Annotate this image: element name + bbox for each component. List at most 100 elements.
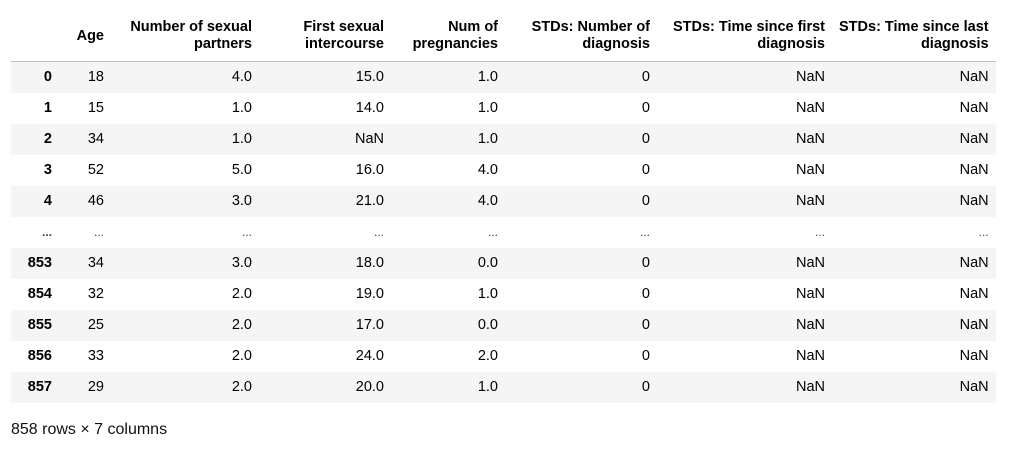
column-header-std_first: STDs: Time since first diagnosis [657, 11, 832, 62]
column-header-text: STDs: Number of [531, 19, 650, 35]
row-index: 857 [27, 379, 52, 395]
cell-partners: 2.0 [231, 379, 252, 395]
cell-pregnancies: ... [487, 225, 498, 239]
cell-partners: 2.0 [231, 286, 252, 302]
cell-first_intercourse: NaN [354, 131, 384, 147]
cell-age: 32 [87, 286, 104, 302]
cell-std_last: ... [978, 225, 989, 239]
row-index: 1 [43, 100, 52, 116]
cell-age: ... [93, 225, 104, 239]
cell-std_first: NaN [795, 69, 825, 86]
cell-std_diag: 0 [641, 379, 650, 395]
header-row: Age Number of sexual partners First sexual i… [11, 11, 996, 62]
table-row: 2 34 1.0 NaN 1.0 0 NaN NaN [11, 123, 996, 155]
column-header-text: pregnancies [412, 36, 498, 52]
cell-pregnancies: 2.0 [477, 348, 498, 364]
cell-std_last: NaN [959, 131, 989, 147]
cell-partners: 5.0 [231, 162, 252, 178]
cell-std_last: NaN [959, 100, 989, 116]
cell-age: 34 [87, 131, 104, 147]
cell-age: 52 [87, 162, 104, 178]
cell-std_first: NaN [795, 193, 825, 209]
cell-age: 29 [87, 379, 104, 395]
table-row: 853 34 3.0 18.0 0.0 0 NaN NaN [11, 247, 996, 279]
cell-std_first: NaN [795, 348, 825, 364]
table-row: 1 15 1.0 14.0 1.0 0 NaN NaN [11, 93, 996, 124]
column-header-age: Age [59, 11, 111, 62]
cell-partners: 2.0 [231, 348, 252, 364]
cell-pregnancies: 0.0 [477, 255, 498, 271]
column-header-partners: Number of sexual partners [111, 11, 259, 62]
row-index: 3 [43, 162, 52, 178]
cell-partners: 3.0 [231, 255, 252, 271]
cell-partners: 1.0 [231, 131, 252, 147]
cell-std_diag: 0 [641, 348, 650, 364]
row-index: 853 [27, 255, 52, 271]
cell-partners: 2.0 [231, 317, 252, 333]
cell-first_intercourse: 18.0 [355, 255, 384, 271]
cell-partners: 4.0 [231, 69, 252, 86]
cell-pregnancies: 1.0 [477, 131, 498, 147]
cell-pregnancies: 1.0 [477, 286, 498, 302]
column-header-text: diagnosis [582, 36, 650, 52]
row-index: 0 [43, 69, 52, 86]
cell-partners: 3.0 [231, 193, 252, 209]
table-row: 855 25 2.0 17.0 0.0 0 NaN NaN [11, 309, 996, 341]
cell-std_diag: 0 [641, 162, 650, 178]
row-index: 854 [27, 286, 52, 302]
cell-age: 34 [87, 255, 104, 271]
cell-pregnancies: 0.0 [477, 317, 498, 333]
table-row: 856 33 2.0 24.0 2.0 0 NaN NaN [11, 341, 996, 372]
cell-first_intercourse: 19.0 [355, 286, 384, 302]
cell-first_intercourse: ... [373, 225, 384, 239]
table-body: 0 18 4.0 15.0 1.0 0 NaN NaN 1 15 1.0 14.0 1.0 0 NaN NaN… [11, 61, 996, 403]
cell-age: 46 [87, 193, 104, 209]
cell-pregnancies: 1.0 [477, 100, 498, 116]
row-index: 855 [27, 317, 52, 333]
cell-std_first: ... [814, 225, 825, 239]
row-index: 2 [43, 131, 52, 147]
cell-std_last: NaN [959, 69, 989, 86]
table-row: 0 18 4.0 15.0 1.0 0 NaN NaN [11, 61, 996, 93]
column-header-text: intercourse [305, 36, 384, 52]
cell-pregnancies: 4.0 [477, 162, 498, 178]
row-column-summary: 858 rows × 7 columns [11, 421, 168, 438]
cell-std_diag: 0 [641, 317, 650, 333]
cell-std_diag: 0 [641, 100, 650, 116]
cell-first_intercourse: 16.0 [355, 162, 384, 178]
cell-std_first: NaN [795, 255, 825, 271]
cell-std_diag: 0 [641, 193, 650, 209]
cell-std_first: NaN [795, 162, 825, 178]
column-header-text: diagnosis [757, 36, 825, 52]
column-header-text: Age [76, 27, 104, 44]
cell-pregnancies: 1.0 [477, 379, 498, 395]
cell-first_intercourse: 15.0 [355, 69, 384, 86]
cell-std_first: NaN [795, 131, 825, 147]
cell-std_last: NaN [959, 317, 989, 333]
column-header-first_intercourse: First sexual intercourse [259, 11, 391, 62]
cell-std_diag: 0 [641, 286, 650, 302]
cell-std_first: NaN [795, 317, 825, 333]
cell-first_intercourse: 24.0 [355, 348, 384, 364]
cell-std_last: NaN [959, 162, 989, 178]
index-header [11, 11, 59, 62]
column-header-pregnancies: Num of pregnancies [391, 11, 505, 62]
cell-std_first: NaN [795, 379, 825, 395]
row-index: 4 [43, 193, 52, 209]
cell-age: 15 [87, 100, 104, 116]
dataframe-table: Age Number of sexual partners First sexual i… [11, 11, 996, 403]
cell-age: 18 [87, 69, 104, 86]
cell-std_last: NaN [959, 379, 989, 395]
cell-partners: ... [241, 225, 252, 239]
cell-std_diag: 0 [641, 69, 650, 86]
column-header-text: STDs: Time since first [672, 19, 825, 35]
cell-std_last: NaN [959, 255, 989, 271]
cell-std_first: NaN [795, 286, 825, 302]
cell-std_first: NaN [795, 100, 825, 116]
column-header-text: Num of [448, 19, 498, 35]
row-index: 856 [27, 348, 52, 364]
cell-std_diag: ... [639, 225, 650, 239]
cell-age: 33 [87, 348, 104, 364]
cell-std_diag: 0 [641, 255, 650, 271]
